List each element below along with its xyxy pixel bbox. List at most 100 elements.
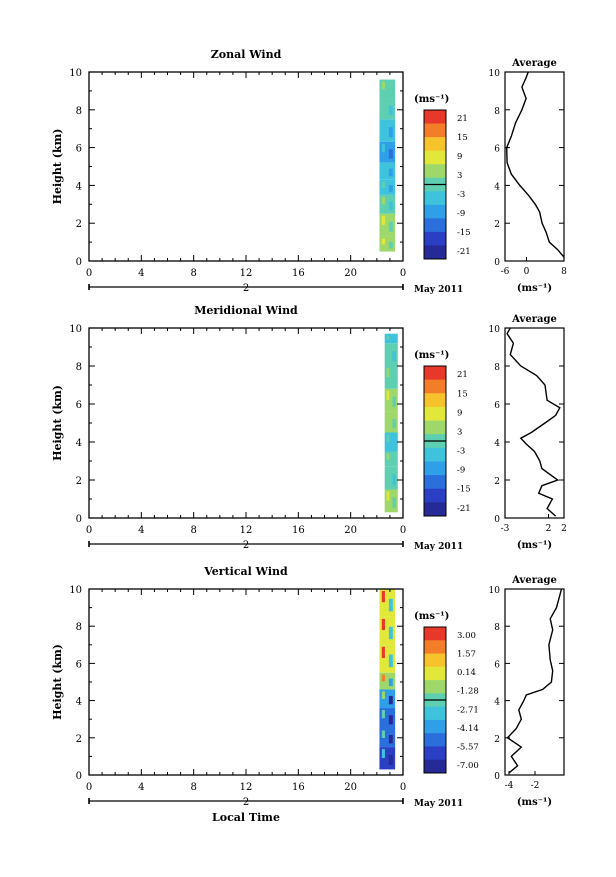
average-unit: (ms⁻¹) <box>517 797 552 808</box>
average-y-tick-label: 4 <box>494 698 500 708</box>
colorbar-label: 0.14 <box>457 668 476 678</box>
y-tick-label: 0 <box>76 257 82 268</box>
x-tick-label: 4 <box>138 782 144 793</box>
colorbar-swatch <box>424 627 446 641</box>
colorbar-swatch <box>424 231 446 246</box>
average-profile-line <box>506 588 563 774</box>
average-y-tick-label: 8 <box>494 363 500 373</box>
colorbar-swatch <box>424 379 446 394</box>
data-cell <box>388 105 393 116</box>
data-cell <box>392 474 396 485</box>
data-cell <box>388 168 393 177</box>
average-x-tick-label: 2 <box>546 524 552 534</box>
x-tick-label: 20 <box>344 525 357 536</box>
average-frame <box>504 327 565 519</box>
plot-frame <box>88 71 404 262</box>
y-tick-label: 6 <box>76 659 82 670</box>
average-x-tick-label: -2 <box>531 781 540 791</box>
data-cell <box>381 710 385 719</box>
colorbar-swatch <box>424 488 446 503</box>
average-y-tick-label: 2 <box>494 477 500 487</box>
data-cell <box>388 86 393 95</box>
colorbar-label: 9 <box>457 152 462 162</box>
colorbar-swatch <box>424 420 446 435</box>
colorbar-swatch <box>424 191 446 206</box>
average-y-tick-label: 4 <box>494 182 500 192</box>
x-tick-label: 0 <box>400 525 406 536</box>
colorbar-swatch <box>424 706 446 721</box>
colorbar-swatch <box>424 475 446 490</box>
x-tick-label: 0 <box>86 268 92 279</box>
y-tick-label: 4 <box>76 697 82 708</box>
data-cell <box>388 678 393 687</box>
data-cell <box>381 121 385 131</box>
average-y-tick-label: 10 <box>489 325 501 335</box>
x-axis-label: Local Time <box>212 811 280 824</box>
data-cell <box>381 591 385 603</box>
data-cell <box>381 618 385 631</box>
y-axis-label: Height (km) <box>51 385 64 461</box>
y-axis-label: Height (km) <box>51 644 64 720</box>
average-title: Average <box>511 58 557 69</box>
colorbar-swatch <box>424 759 446 774</box>
colorbar-label: -9 <box>457 466 465 476</box>
data-cell <box>388 695 393 705</box>
colorbar-label: 1.57 <box>457 650 476 660</box>
data-cell <box>381 749 385 759</box>
colorbar-label: -5.57 <box>457 742 479 752</box>
colorbar-swatch <box>424 110 446 125</box>
day-label: 2 <box>243 797 249 808</box>
y-tick-label: 4 <box>76 438 82 449</box>
average-profile-line <box>506 327 561 517</box>
colorbar-label: 15 <box>457 389 468 399</box>
colorbar-label: 3 <box>457 427 462 437</box>
colorbar-swatch <box>424 746 446 761</box>
data-cell <box>392 418 396 429</box>
colorbar-swatch <box>424 218 446 233</box>
x-tick-label: 16 <box>292 782 305 793</box>
average-y-tick-label: 2 <box>494 735 500 745</box>
average-y-tick-label: 0 <box>494 258 500 268</box>
average-y-tick-label: 4 <box>494 439 500 449</box>
colorbar-swatch <box>424 137 446 152</box>
colorbar-label: 21 <box>457 114 468 124</box>
data-cell <box>388 715 393 725</box>
colorbar-label: -7.00 <box>457 761 479 771</box>
colorbar-label: -1.28 <box>457 687 479 697</box>
y-tick-label: 0 <box>76 771 82 782</box>
colorbar-swatch <box>424 502 446 517</box>
data-cell <box>388 754 393 765</box>
data-cell <box>381 181 385 188</box>
data-cell <box>386 491 390 501</box>
data-cell <box>388 127 393 138</box>
x-tick-label: 0 <box>86 525 92 536</box>
colorbar-label: 3 <box>457 171 462 181</box>
data-cell <box>386 453 390 460</box>
colorbar-label: -15 <box>457 485 471 495</box>
x-tick-label: 12 <box>240 525 253 536</box>
y-tick-label: 4 <box>76 181 82 192</box>
colorbar-swatch <box>424 719 446 734</box>
average-title: Average <box>511 314 557 325</box>
average-unit: (ms⁻¹) <box>517 283 552 294</box>
average-x-tick-label: -4 <box>505 781 514 791</box>
x-tick-label: 8 <box>190 782 196 793</box>
data-cell <box>381 691 385 699</box>
data-cell <box>388 185 393 192</box>
colorbar-swatch <box>424 653 446 668</box>
x-tick-label: 0 <box>400 268 406 279</box>
average-y-tick-label: 6 <box>494 145 500 155</box>
colorbar-swatch <box>424 123 446 138</box>
colorbar-label: -15 <box>457 228 471 238</box>
data-cell <box>392 456 396 464</box>
month-label: May 2011 <box>414 285 463 295</box>
data-cell <box>381 100 385 109</box>
colorbar-swatch <box>424 393 446 408</box>
panel-title: Meridional Wind <box>194 304 298 317</box>
panel-title: Vertical Wind <box>203 565 288 578</box>
average-x-tick-label: 0 <box>524 267 530 277</box>
colorbar-swatch <box>424 461 446 476</box>
data-cell <box>384 333 398 344</box>
